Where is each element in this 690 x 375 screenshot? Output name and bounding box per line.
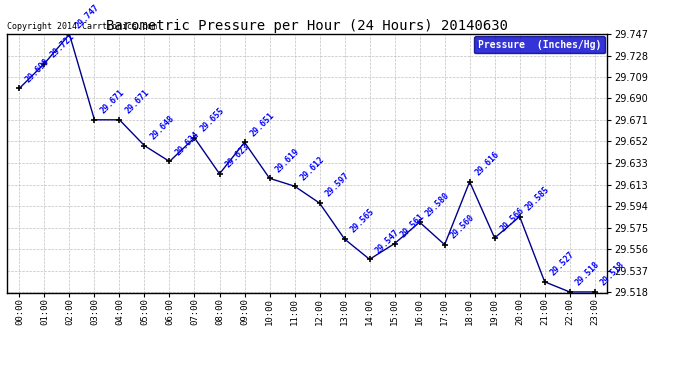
Text: 29.518: 29.518	[599, 260, 627, 288]
Text: 29.671: 29.671	[124, 88, 151, 116]
Legend: Pressure  (Inches/Hg): Pressure (Inches/Hg)	[474, 36, 605, 54]
Text: 29.616: 29.616	[474, 150, 502, 177]
Text: 29.721: 29.721	[48, 32, 76, 59]
Text: 29.671: 29.671	[99, 88, 126, 116]
Text: 29.597: 29.597	[324, 171, 351, 199]
Text: 29.747: 29.747	[74, 3, 101, 30]
Text: 29.547: 29.547	[374, 228, 402, 255]
Text: 29.580: 29.580	[424, 190, 451, 218]
Text: 29.648: 29.648	[148, 114, 176, 141]
Text: 29.561: 29.561	[399, 212, 426, 239]
Text: 29.565: 29.565	[348, 207, 376, 235]
Text: 29.527: 29.527	[549, 250, 576, 278]
Text: 29.518: 29.518	[574, 260, 602, 288]
Title: Barometric Pressure per Hour (24 Hours) 20140630: Barometric Pressure per Hour (24 Hours) …	[106, 19, 508, 33]
Text: 29.560: 29.560	[448, 213, 476, 240]
Text: 29.699: 29.699	[23, 57, 51, 84]
Text: 29.651: 29.651	[248, 111, 276, 138]
Text: 29.655: 29.655	[199, 106, 226, 134]
Text: 29.623: 29.623	[224, 142, 251, 170]
Text: Copyright 2014 Carrtronics.com: Copyright 2014 Carrtronics.com	[7, 22, 157, 31]
Text: 29.566: 29.566	[499, 206, 526, 234]
Text: 29.585: 29.585	[524, 185, 551, 212]
Text: 29.619: 29.619	[274, 147, 302, 174]
Text: 29.634: 29.634	[174, 130, 201, 157]
Text: 29.612: 29.612	[299, 154, 326, 182]
